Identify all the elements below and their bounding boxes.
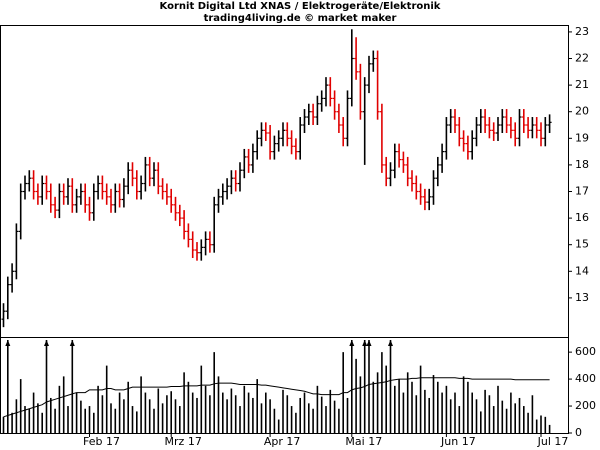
x-tick-label: Jun 17 bbox=[440, 435, 476, 448]
volume-overflow-arrow bbox=[366, 340, 372, 346]
y2-tick-label: 200 bbox=[575, 399, 596, 412]
y-tick-label: 22 bbox=[575, 52, 589, 65]
volume-overflow-arrow bbox=[69, 340, 75, 346]
y2-tick-label: 600 bbox=[575, 345, 596, 358]
x-tick-label: Jul 17 bbox=[537, 435, 569, 448]
y-tick-label: 18 bbox=[575, 158, 589, 171]
y2-tick-label: 0 bbox=[575, 426, 582, 439]
y-tick-label: 20 bbox=[575, 105, 589, 118]
y-tick-label: 16 bbox=[575, 211, 589, 224]
y-tick-label: 14 bbox=[575, 264, 589, 277]
volume-overflow-arrow bbox=[349, 340, 355, 346]
x-tick-label: Apr 17 bbox=[264, 435, 301, 448]
y-tick-label: 17 bbox=[575, 185, 589, 198]
volume-ma-line bbox=[3, 377, 550, 418]
y-tick-label: 23 bbox=[575, 25, 589, 38]
y-tick-label: 13 bbox=[575, 291, 589, 304]
price-frame bbox=[0, 25, 569, 338]
chart-title: Kornit Digital Ltd XNAS / Elektrogeräte/… bbox=[160, 1, 441, 12]
volume-overflow-arrow bbox=[44, 340, 49, 346]
volume-overflow-arrow bbox=[5, 340, 11, 346]
y-tick-label: 19 bbox=[575, 131, 589, 144]
y-tick-label: 15 bbox=[575, 238, 589, 251]
volume-layer bbox=[2, 340, 551, 433]
volume-overflow-arrow bbox=[388, 340, 393, 346]
volume-overflow-arrow bbox=[362, 340, 368, 346]
y-tick-label: 21 bbox=[575, 78, 589, 91]
x-tick-label: Mrz 17 bbox=[165, 435, 202, 448]
volume-frame bbox=[0, 337, 569, 434]
y2-tick-label: 400 bbox=[575, 372, 596, 385]
x-tick-label: Mai 17 bbox=[345, 435, 382, 448]
x-tick-label: Feb 17 bbox=[83, 435, 120, 448]
chart-subtitle: trading4living.de © market maker bbox=[204, 13, 397, 24]
